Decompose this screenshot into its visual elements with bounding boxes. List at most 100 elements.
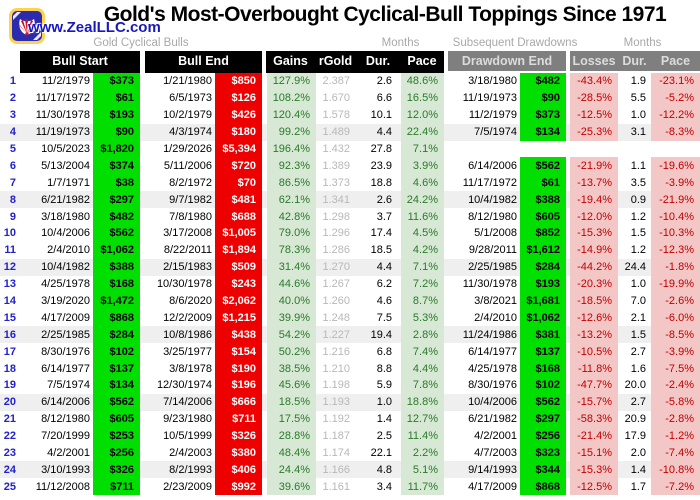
cell-drawdown-date: 9/28/2011 xyxy=(468,244,517,257)
cell-bull-start-date: 4/2/2001 xyxy=(47,447,90,460)
cell-pace: 5.1% xyxy=(401,461,444,479)
cell-bull-start-price: $373 xyxy=(93,73,140,90)
cell-bull-start-date: 3/10/1993 xyxy=(20,461,93,479)
cell-drawdown-price: $388 xyxy=(520,191,566,209)
cell-pace: 5.3% xyxy=(401,309,444,327)
cell-bull-end-date: 8/2/1972 xyxy=(169,176,212,189)
cell-duration: 6.6 xyxy=(376,92,392,105)
cell-drawdown-price: $381 xyxy=(520,326,566,344)
cell-bull-start-price: $1,472 xyxy=(93,292,140,310)
cell-gains: 18.5% xyxy=(267,393,316,411)
cell-loss-pace: -3.9% xyxy=(651,174,700,192)
cell-bull-end-date: 9/23/1980 xyxy=(163,413,212,426)
page-title: Gold's Most-Overbought Cyclical-Bull Top… xyxy=(103,3,667,26)
cell-loss-duration: 1.6 xyxy=(630,362,646,375)
cell-pace: 2.2% xyxy=(401,444,444,462)
cell-bull-end-price: $509 xyxy=(215,258,262,276)
cell-loss-pace: -10.3% xyxy=(651,225,700,242)
cell-duration: 5.9 xyxy=(376,379,392,392)
zeal-logo-icon xyxy=(9,8,45,44)
cell-loss-pace: -7.2% xyxy=(651,478,700,496)
cell-bull-start-price: $562 xyxy=(93,225,140,242)
cell-bull-start-price: $482 xyxy=(93,208,140,226)
cell-losses: -20.3% xyxy=(570,275,618,293)
cell-bull-start-price: $605 xyxy=(93,410,140,428)
cell-bull-start-price: $256 xyxy=(93,444,140,462)
cell-rgold: 1.432 xyxy=(322,143,350,155)
cell-rank: 13 xyxy=(3,278,16,291)
cell-rank: 25 xyxy=(3,480,16,493)
site-url[interactable]: www.ZealLLC.com xyxy=(28,19,161,36)
cell-loss-duration: 1.2 xyxy=(630,210,646,223)
cell-pace: 8.7% xyxy=(401,292,444,310)
cell-loss-pace: -5.8% xyxy=(651,393,700,411)
cell-loss-pace: -2.4% xyxy=(651,377,700,394)
cell-rgold: 1.166 xyxy=(316,461,357,479)
cell-drawdown-date: 6/21/1982 xyxy=(468,413,517,426)
cell-duration: 18.5 xyxy=(370,244,392,257)
cell-losses: -28.5% xyxy=(570,89,618,107)
cell-gains: 42.8% xyxy=(267,208,316,226)
cell-drawdown-date: 3/8/2021 xyxy=(474,295,517,308)
cell-bull-start-price: $326 xyxy=(93,461,140,479)
cell-drawdown-date: 10/4/1982 xyxy=(448,191,520,209)
cell-losses: -25.3% xyxy=(570,123,618,141)
cell-duration: 22.1 xyxy=(370,447,392,460)
cell-drawdown-price: $168 xyxy=(520,360,566,378)
cell-bull-end-date: 1/29/2026 xyxy=(163,143,212,155)
cell-loss-pace xyxy=(651,141,700,158)
cell-drawdown-price: $137 xyxy=(520,343,566,361)
cell-losses: -12.6% xyxy=(570,309,618,327)
cell-drawdown-date: 4/2/2001 xyxy=(474,430,517,443)
cell-bull-start-date: 5/13/2004 xyxy=(41,159,90,172)
cell-bull-end-date: 10/8/1986 xyxy=(145,326,215,344)
cell-gains: 45.6% xyxy=(267,377,316,394)
cell-drawdown-price: $562 xyxy=(520,157,566,175)
cell-loss-pace: -12.2% xyxy=(651,106,700,124)
cell-rank: 23 xyxy=(3,447,16,460)
cell-bull-start-date: 2/4/2010 xyxy=(47,244,90,257)
cell-gap xyxy=(566,123,570,141)
cell-losses: -11.8% xyxy=(570,360,618,378)
cell-drawdown-date: 2/4/2010 xyxy=(474,311,517,324)
cell-bull-start-price: $284 xyxy=(93,326,140,344)
cell-pace: 12.7% xyxy=(401,410,444,428)
cell-losses: -44.2% xyxy=(570,258,618,276)
cell-bull-start-date: 6/14/1977 xyxy=(41,362,90,375)
cell-drawdown-price: $102 xyxy=(520,377,566,394)
cell-rank: 17 xyxy=(3,345,16,358)
cell-loss-duration: 24.4 xyxy=(618,258,651,276)
cell-bull-start-date: 11/12/2008 xyxy=(35,480,90,493)
cell-gap xyxy=(397,123,401,141)
cell-rank: 22 xyxy=(3,430,16,443)
cell-rank: 24 xyxy=(0,461,20,479)
cell-loss-pace: -21.9% xyxy=(651,191,700,209)
cell-drawdown-date: 4/17/2009 xyxy=(468,480,517,493)
cell-bull-start-price: $90 xyxy=(93,123,140,141)
cell-pace: 2.8% xyxy=(401,326,444,344)
section-label-gold-cyclical-bulls: Gold Cyclical Bulls xyxy=(93,37,189,49)
cell-duration: 27.8 xyxy=(370,143,392,155)
cell-duration: 1.4 xyxy=(376,413,392,426)
cell-bull-end-price: $406 xyxy=(215,461,262,479)
cell-rgold: 1.192 xyxy=(322,413,350,426)
cell-duration: 7.5 xyxy=(376,311,392,324)
cell-duration: 4.4 xyxy=(357,258,397,276)
cell-gap xyxy=(140,461,145,479)
cell-gains: 48.4% xyxy=(267,444,316,462)
cell-drawdown-price: $323 xyxy=(520,444,566,462)
cell-bull-start-date: 11/30/1978 xyxy=(35,109,90,122)
cell-losses: -10.5% xyxy=(570,343,618,361)
cell-losses: -12.5% xyxy=(570,478,618,496)
cell-rgold: 1.260 xyxy=(322,295,350,308)
cell-bull-end-date: 2/23/2009 xyxy=(163,480,212,493)
cell-pace: 24.2% xyxy=(401,191,444,209)
cell-gains: 44.6% xyxy=(267,275,316,293)
cell-loss-pace: -7.5% xyxy=(651,360,700,378)
cell-duration: 17.4 xyxy=(370,227,392,240)
cell-loss-duration: 1.5 xyxy=(618,326,651,344)
cell-bull-end-price: $380 xyxy=(215,444,262,462)
cell-drawdown-date: 6/14/2006 xyxy=(468,159,517,172)
cell-drawdown-date: 9/14/1993 xyxy=(448,461,520,479)
